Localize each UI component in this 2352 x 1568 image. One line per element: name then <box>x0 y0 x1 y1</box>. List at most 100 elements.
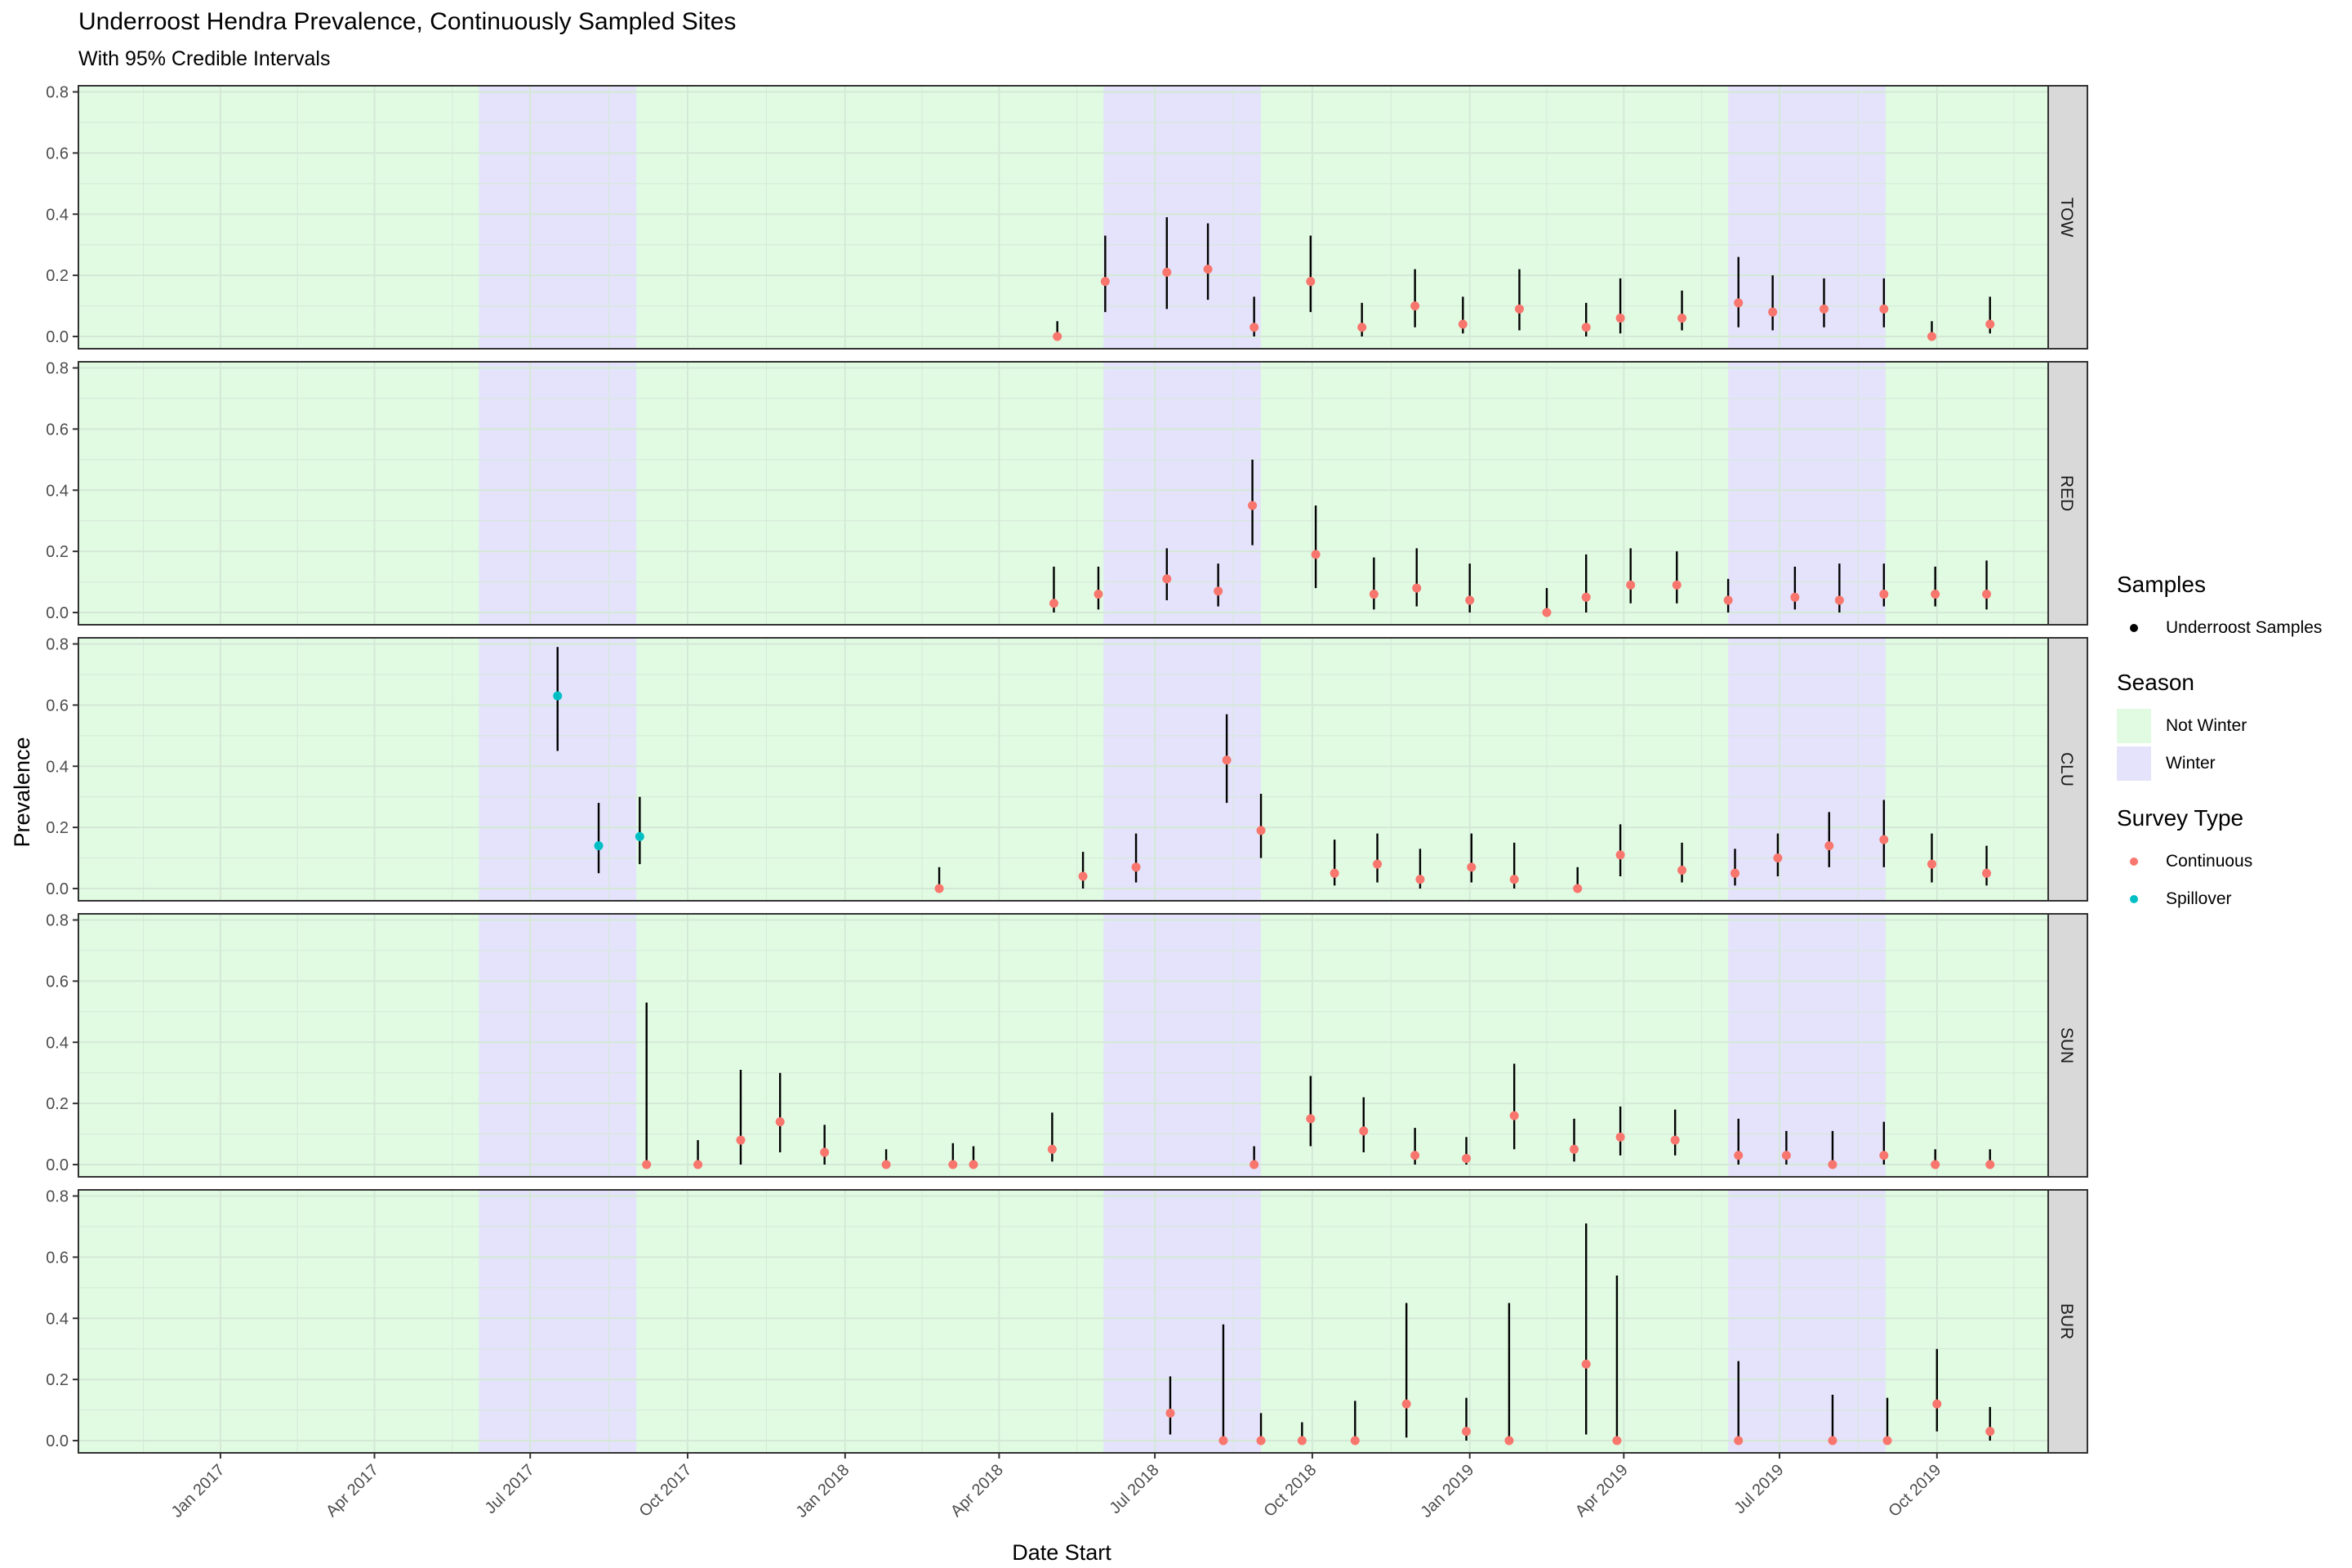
data-point <box>775 1117 785 1127</box>
chart-subtitle: With 95% Credible Intervals <box>78 47 331 70</box>
data-point <box>1514 304 1524 314</box>
chart-title: Underroost Hendra Prevalence, Continuous… <box>78 8 737 35</box>
legend-title: Season <box>2117 670 2194 695</box>
data-point <box>1931 590 1940 599</box>
data-point <box>1165 1408 1175 1418</box>
data-point <box>736 1135 746 1145</box>
data-point <box>1931 1160 1940 1169</box>
y-tick-label: 0.2 <box>46 1371 69 1389</box>
data-point <box>1615 1132 1625 1142</box>
data-point <box>1985 1427 1995 1437</box>
data-point <box>1828 1160 1838 1169</box>
data-point <box>642 1160 652 1169</box>
data-point <box>1882 1436 1892 1446</box>
data-point <box>1819 304 1829 314</box>
winter-band <box>1728 638 1886 901</box>
panel-background <box>78 638 2048 901</box>
data-point <box>1078 871 1088 881</box>
data-point <box>1373 859 1383 869</box>
facet-strip <box>2047 913 2088 1178</box>
data-point <box>1879 304 1889 314</box>
data-point <box>1773 853 1783 863</box>
data-point <box>1723 595 1733 605</box>
winter-band <box>1103 914 1262 1177</box>
data-point <box>693 1160 703 1169</box>
data-point <box>1615 850 1625 860</box>
data-point <box>1203 265 1213 274</box>
data-point <box>1542 608 1552 617</box>
data-point <box>1049 599 1058 608</box>
data-point <box>1570 1144 1579 1154</box>
y-tick-label: 0.6 <box>46 145 69 163</box>
data-point <box>1672 580 1682 590</box>
data-point <box>1410 301 1420 311</box>
data-point <box>1250 1160 1259 1169</box>
data-point <box>1462 1427 1472 1437</box>
winter-band <box>1728 86 1886 349</box>
data-point <box>1982 868 1992 878</box>
data-point <box>1053 332 1062 341</box>
x-axis-label: Date Start <box>1012 1540 1111 1565</box>
legend-label: Not Winter <box>2166 716 2247 735</box>
data-point <box>1256 1436 1266 1446</box>
x-tick-label: Oct 2018 <box>1260 1461 1320 1521</box>
x-tick-label: Apr 2019 <box>1572 1461 1632 1521</box>
data-point <box>1412 583 1422 593</box>
data-point <box>1311 550 1321 559</box>
data-point <box>1573 884 1583 893</box>
y-tick-label: 0.4 <box>46 758 69 776</box>
legend-season: Season Not Winter Winter <box>2117 670 2345 782</box>
legend-label: Winter <box>2166 754 2216 773</box>
x-tick-label: Oct 2017 <box>636 1461 696 1521</box>
data-point <box>881 1160 891 1169</box>
y-tick-label: 0.2 <box>46 819 69 837</box>
facet-label: CLU <box>2057 752 2076 786</box>
data-point <box>635 831 644 841</box>
facet-label: BUR <box>2057 1303 2076 1339</box>
data-point <box>1094 590 1103 599</box>
data-point <box>1248 501 1258 510</box>
data-point <box>820 1147 830 1157</box>
data-point <box>1401 1399 1411 1409</box>
facet-label: SUN <box>2057 1027 2076 1063</box>
y-tick-label: 0.2 <box>46 543 69 561</box>
legend-item: Underroost Samples <box>2117 609 2345 647</box>
data-point <box>1100 277 1110 287</box>
data-point <box>1982 590 1992 599</box>
y-tick-label: 0.2 <box>46 1095 69 1113</box>
data-point <box>1410 1151 1420 1160</box>
facet-strip <box>2047 85 2088 350</box>
data-point <box>553 691 563 701</box>
panel-background <box>78 362 2048 625</box>
x-tick-label: Jan 2019 <box>1417 1461 1477 1521</box>
data-point <box>1824 841 1834 851</box>
data-point <box>1509 875 1519 884</box>
legend-label: Continuous <box>2166 852 2253 871</box>
y-tick-label: 0.2 <box>46 267 69 285</box>
legend-key <box>2117 882 2151 916</box>
facet-strip <box>2047 361 2088 626</box>
y-tick-label: 0.6 <box>46 1249 69 1267</box>
data-point <box>1626 580 1636 590</box>
x-tick-label: Jul 2018 <box>1107 1461 1163 1517</box>
data-point <box>1734 1436 1744 1446</box>
data-point <box>1162 574 1172 584</box>
legend-title: Samples <box>2117 572 2206 597</box>
data-point <box>1467 862 1477 872</box>
panel-background <box>78 1190 2048 1453</box>
data-point <box>1781 1151 1791 1160</box>
legend-item: Winter <box>2117 745 2345 782</box>
data-point <box>1297 1436 1307 1446</box>
data-point <box>1465 595 1475 605</box>
panel-background <box>78 914 2048 1177</box>
winter-band <box>479 914 637 1177</box>
y-tick-label: 0.4 <box>46 206 69 224</box>
data-point <box>1458 319 1468 329</box>
y-tick-label: 0.8 <box>46 359 69 377</box>
data-point <box>1677 866 1687 875</box>
legend-survey: Survey Type Continuous Spillover <box>2117 805 2345 918</box>
y-axis-label: Prevalence <box>10 737 34 847</box>
data-point <box>1222 755 1232 765</box>
x-tick-label: Jan 2018 <box>793 1461 853 1521</box>
